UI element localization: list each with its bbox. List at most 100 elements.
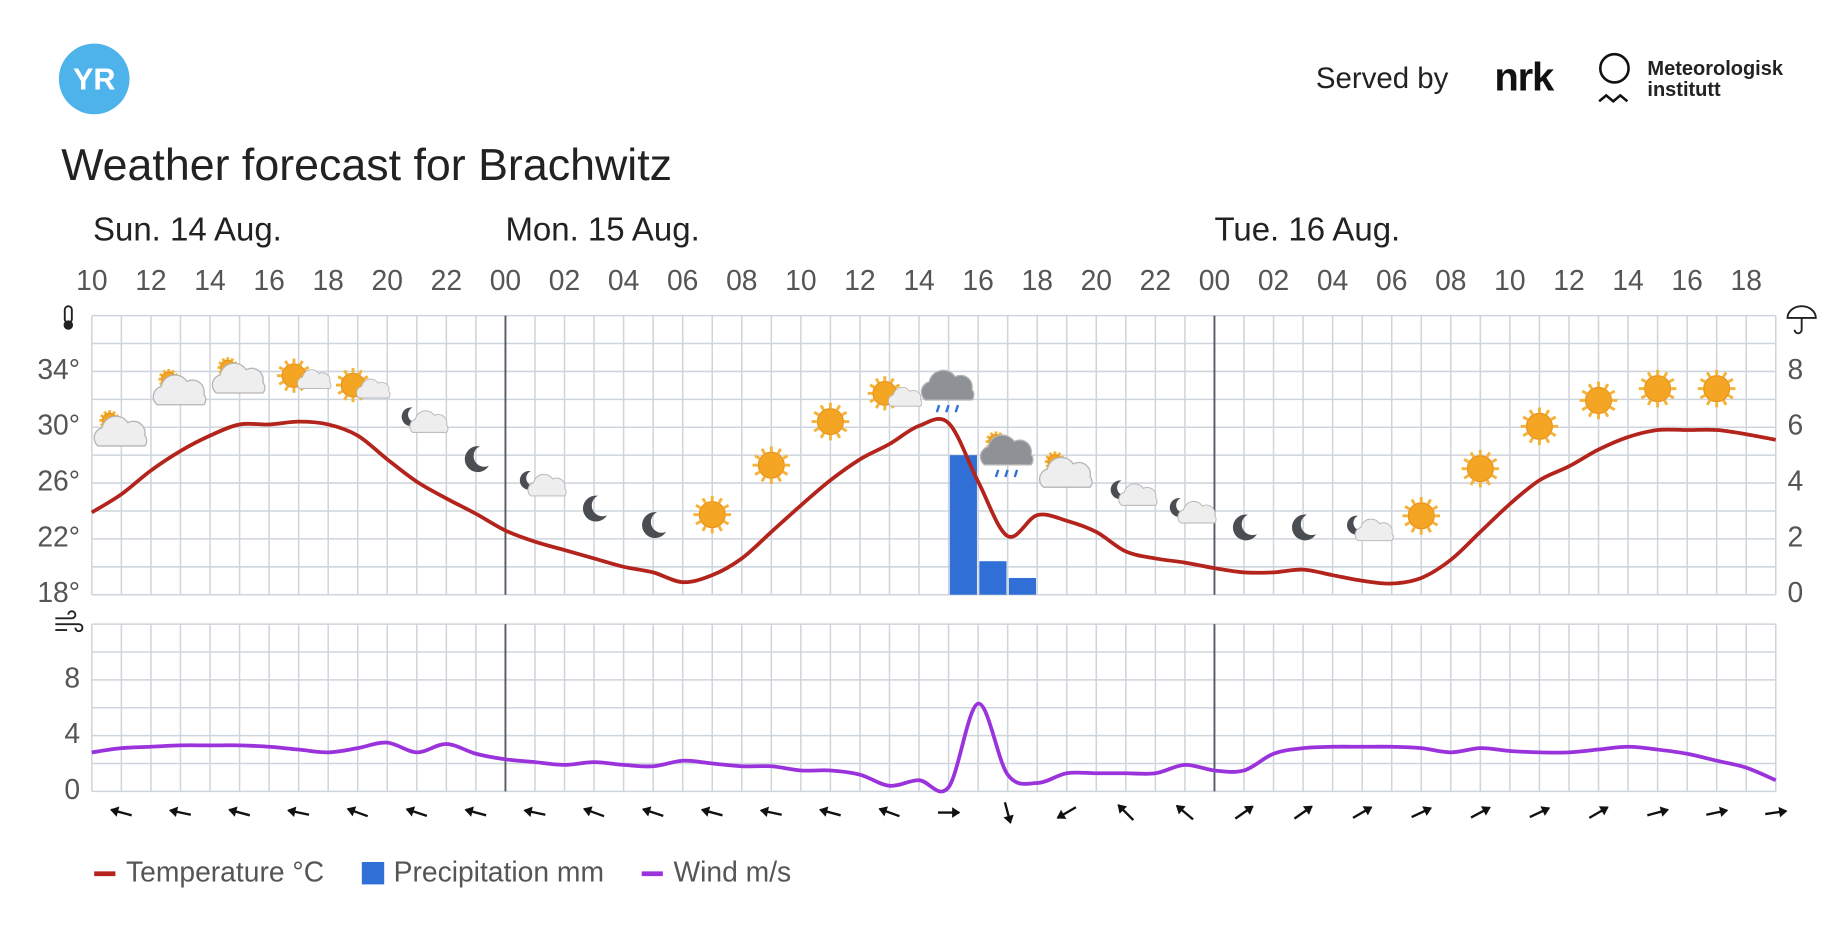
cloud	[409, 410, 449, 433]
sun-ray	[159, 372, 164, 377]
wind-arrow	[878, 806, 900, 818]
cloud	[356, 378, 391, 399]
hour-label: 12	[135, 264, 166, 296]
sun-ray	[1491, 474, 1498, 480]
arrow-head	[405, 806, 416, 817]
wind-arrow	[1003, 802, 1014, 824]
wind-arrow	[819, 806, 841, 817]
sun-ray	[819, 432, 825, 439]
wind-arrow	[1765, 806, 1788, 818]
moon	[642, 512, 667, 539]
sun-ray	[1727, 394, 1734, 400]
wind-arrow	[346, 806, 369, 818]
sun-ray	[1426, 498, 1432, 505]
sun-ray	[1432, 521, 1439, 527]
weather-icon	[1347, 515, 1394, 542]
sun-ray	[1663, 371, 1669, 378]
weather-icon	[1520, 407, 1559, 446]
hour-label: 18	[312, 264, 343, 296]
weather-icon	[1638, 369, 1677, 408]
sun-ray	[357, 369, 363, 376]
sun-ray	[100, 414, 104, 418]
sun-ray	[1722, 371, 1728, 378]
wind-arrow	[1647, 806, 1669, 817]
sun-ray	[1048, 452, 1053, 456]
weather-icon	[276, 358, 332, 393]
met-name: Meteorologisk	[1647, 58, 1783, 80]
line	[91, 701, 1777, 794]
sun-ray	[874, 403, 880, 409]
sun-ray	[819, 404, 825, 411]
sun-ray	[1045, 455, 1050, 460]
arrow-head	[1302, 805, 1313, 815]
sun-ray	[782, 470, 789, 476]
sun-ray	[1646, 371, 1653, 378]
rain-drop	[935, 404, 941, 413]
arrow-head	[464, 806, 474, 817]
grid	[91, 623, 1777, 793]
moon	[464, 446, 489, 473]
weather-icon	[519, 470, 567, 497]
weather-icon	[582, 495, 608, 522]
sun-ray	[278, 380, 284, 386]
cloud	[93, 415, 148, 447]
sun-ray	[874, 377, 880, 384]
y2-tick-label: 0	[1788, 576, 1804, 608]
wind-arrow	[759, 806, 782, 818]
y-tick-label: 30°	[37, 409, 80, 441]
cloud	[1118, 483, 1158, 506]
arrow-head	[700, 806, 711, 817]
sun-ray	[695, 520, 702, 526]
sun-ray	[813, 427, 820, 433]
arrow-head	[523, 806, 533, 818]
sun-ray	[1410, 526, 1416, 533]
y-tick-label: 8	[64, 661, 80, 693]
arrow-head	[641, 806, 652, 817]
wind-arrow	[641, 806, 664, 817]
hour-label: 16	[962, 264, 993, 296]
hour-label: 12	[1553, 264, 1584, 296]
weather-icon	[1232, 514, 1257, 541]
cloud	[297, 369, 332, 389]
wind-arrow	[523, 806, 546, 818]
sun-ray	[1528, 409, 1534, 416]
weather-icon	[1461, 449, 1500, 488]
sun-ray	[813, 410, 820, 417]
sun-ray	[1463, 458, 1470, 464]
legend-label: Precipitation mm	[394, 855, 604, 887]
umbrella-icon	[1786, 305, 1817, 335]
moon	[519, 470, 538, 490]
hour-label: 20	[372, 264, 403, 296]
hour-label: 06	[1376, 264, 1407, 296]
arrow-head	[952, 807, 961, 818]
sun-ray	[218, 361, 223, 366]
sun-ray	[835, 404, 842, 411]
sun-ray	[1668, 394, 1675, 400]
sun-ray	[1550, 415, 1557, 421]
wind-arrow	[168, 806, 192, 818]
sun-ray	[869, 383, 875, 389]
weather-icon	[811, 402, 850, 441]
weather-icon	[335, 368, 391, 403]
weather-icon	[401, 407, 449, 433]
sun-ray	[1485, 451, 1492, 458]
sun-ray	[284, 360, 290, 366]
title: Weather forecast for Brachwitz	[61, 140, 672, 190]
weather-icon	[1402, 497, 1441, 535]
met-logo: Meteorologisk institutt	[1598, 52, 1784, 103]
weather-icon	[1697, 369, 1736, 408]
sun-ray	[284, 385, 290, 392]
cloud	[1354, 518, 1394, 542]
hour-label: 20	[1081, 264, 1112, 296]
logo-text: YR	[73, 62, 116, 96]
sun-ray	[1727, 377, 1734, 384]
sun-ray	[221, 357, 226, 362]
precip-bar	[949, 455, 977, 595]
sun-ray	[1640, 377, 1647, 384]
sun-ray	[1544, 409, 1551, 416]
weather-icon	[93, 410, 148, 447]
sun	[1703, 375, 1731, 403]
wind-arrow	[110, 806, 132, 817]
sun-ray	[1581, 405, 1588, 412]
sun-ray	[362, 375, 369, 381]
